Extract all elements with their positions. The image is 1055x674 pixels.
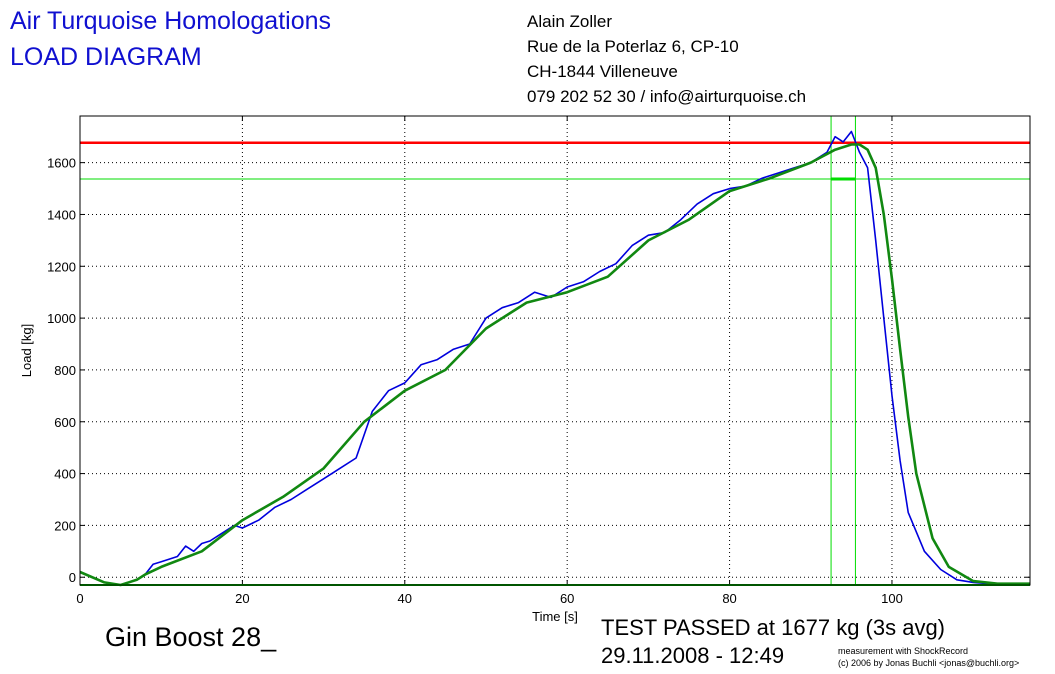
address-street: Rue de la Poterlaz 6, CP-10 <box>527 37 739 56</box>
x-axis-label: Time [s] <box>532 609 578 624</box>
y-tick-label: 600 <box>54 415 76 430</box>
x-tick-label: 60 <box>560 591 574 606</box>
y-tick-label: 200 <box>54 518 76 533</box>
y-tick-label: 1000 <box>47 311 76 326</box>
x-tick-label: 0 <box>76 591 83 606</box>
test-datetime: 29.11.2008 - 12:49 <box>601 643 785 668</box>
app-title: Air Turquoise Homologations <box>10 7 331 35</box>
y-tick-label: 800 <box>54 363 76 378</box>
address-city: CH-1844 Villeneuve <box>527 62 678 81</box>
x-tick-label: 40 <box>398 591 412 606</box>
series-average-load <box>79 143 1030 587</box>
credit-copyright: (c) 2006 by Jonas Buchli <jonas@buchli.o… <box>838 658 1020 668</box>
y-tick-label: 1200 <box>47 259 76 274</box>
y-tick-label: 400 <box>54 467 76 482</box>
credit-measurement: measurement with ShockRecord <box>838 646 969 656</box>
model-name: Gin Boost 28_ <box>105 622 277 652</box>
address-name: Alain Zoller <box>527 12 613 31</box>
test-result: TEST PASSED at 1677 kg (3s avg) <box>601 615 946 640</box>
x-tick-label: 80 <box>722 591 736 606</box>
y-tick-label: 0 <box>69 570 76 585</box>
x-tick-label: 20 <box>235 591 249 606</box>
address-contact: 079 202 52 30 / info@airturquoise.ch <box>527 87 807 106</box>
y-axis-label: Load [kg] <box>19 324 34 378</box>
plot-area <box>80 116 1030 585</box>
x-tick-label: 100 <box>881 591 903 606</box>
y-tick-label: 1400 <box>47 207 76 222</box>
y-tick-label: 1600 <box>47 156 76 171</box>
diagram-title: LOAD DIAGRAM <box>10 43 202 71</box>
plot-frame <box>79 115 1031 586</box>
